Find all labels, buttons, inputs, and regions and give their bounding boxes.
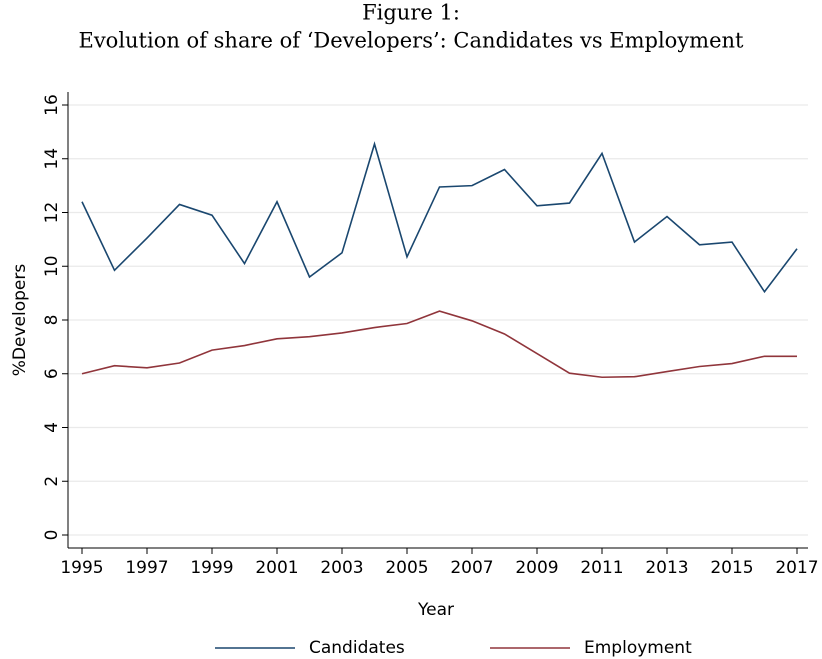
x-tick-label: 2015 — [710, 558, 753, 578]
x-tick-label: 2011 — [580, 558, 623, 578]
y-tick-label: 12 — [42, 202, 62, 224]
y-tick-label: 6 — [42, 368, 62, 379]
x-tick-label: 2003 — [320, 558, 363, 578]
y-tick-label: 14 — [42, 148, 62, 170]
y-tick-label: 8 — [42, 315, 62, 326]
x-axis-label: Year — [417, 600, 454, 620]
legend-label: Candidates — [309, 638, 405, 658]
chart-title: Figure 1: — [362, 1, 460, 25]
x-tick-label: 1999 — [190, 558, 233, 578]
legend-label: Employment — [584, 638, 692, 658]
x-tick-label: 2001 — [255, 558, 298, 578]
x-tick-label: 2007 — [450, 558, 493, 578]
chart-subtitle: Evolution of share of ‘Developers’: Cand… — [78, 29, 744, 53]
y-tick-label: 10 — [42, 255, 62, 277]
line-series — [81, 141, 798, 294]
x-tick-label: 1995 — [60, 558, 103, 578]
x-tick-label: 2005 — [385, 558, 428, 578]
x-tick-label: 2013 — [645, 558, 688, 578]
y-tick-label: 0 — [42, 530, 62, 541]
y-tick-label: 16 — [42, 94, 62, 116]
y-tick-label: 2 — [42, 476, 62, 487]
x-tick-label: 1997 — [125, 558, 168, 578]
y-tick-label: 4 — [42, 422, 62, 433]
x-tick-label: 2009 — [515, 558, 558, 578]
y-axis-label: %Developers — [10, 264, 30, 377]
line-series — [81, 310, 797, 379]
x-tick-label: 2017 — [775, 558, 818, 578]
